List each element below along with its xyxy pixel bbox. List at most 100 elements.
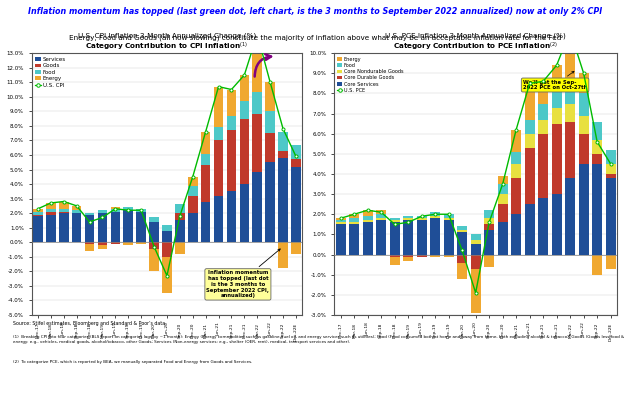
Bar [565,121,575,178]
Bar [278,151,288,158]
Bar [278,132,288,151]
Text: Inflation momentum
has topped (last dot
is the 3 months to
September 2022 CPI,
a: Inflation momentum has topped (last dot … [207,249,280,299]
Bar [376,220,386,254]
Bar [278,242,288,268]
Bar [33,209,43,212]
Bar [444,214,454,218]
Bar [457,230,467,232]
Bar [471,245,481,254]
Bar [511,130,521,152]
Bar [214,87,224,127]
Bar [214,196,224,242]
Bar [565,103,575,121]
Bar [511,164,521,178]
Bar [578,164,588,254]
Bar [214,127,224,140]
Bar [349,222,359,224]
Bar [605,178,616,254]
Text: Inflation momentum has topped (last green dot, left chart, is the 3 months to Se: Inflation momentum has topped (last gree… [28,7,602,16]
Bar [538,134,548,198]
Bar [123,242,133,245]
Bar [227,116,236,130]
Bar [552,108,562,124]
Bar [59,209,69,212]
Bar [376,210,386,214]
Bar [538,198,548,254]
Bar [162,257,172,293]
Bar [110,209,120,212]
Bar [605,174,616,178]
Bar [349,214,359,218]
Bar [498,184,508,194]
Bar [149,218,159,222]
Bar [175,213,185,220]
Bar [538,119,548,134]
Bar [201,153,210,165]
Bar [389,222,399,254]
Bar [46,209,55,212]
Bar [201,132,210,153]
Text: Energy, Food and Goods (all now slowing) constitute the majority of inflation ab: Energy, Food and Goods (all now slowing)… [69,34,561,41]
Bar [227,130,236,191]
Bar [389,254,399,256]
Bar [484,210,494,218]
Bar [265,111,275,133]
Bar [291,166,301,242]
Bar [72,210,81,213]
Bar [498,222,508,254]
Bar [162,242,172,257]
Bar [376,214,386,218]
Bar [525,83,535,119]
Bar [592,254,602,275]
Bar [471,269,481,313]
Title: U.S. PCE Inflation 3-Month Annualized Change (%)
$\bf{Category\ Contribution\ to: U.S. PCE Inflation 3-Month Annualized Ch… [386,33,566,53]
Bar [389,218,399,220]
Bar [239,101,249,119]
Bar [471,254,481,269]
Legend: Services, Goods, Food, Energy, U.S. CPI: Services, Goods, Food, Energy, U.S. CPI [34,56,67,89]
Bar [457,254,467,263]
Bar [136,212,146,242]
Bar [403,218,413,220]
Bar [46,203,55,209]
Bar [538,81,548,103]
Bar [291,145,301,160]
Bar [403,220,413,254]
Bar [336,218,346,220]
Legend: Energy, Food, Core Nondurable Goods, Core Durable Goods, Core Services, U.S. PCE: Energy, Food, Core Nondurable Goods, Cor… [336,56,404,94]
Bar [59,212,69,213]
Bar [416,216,427,218]
Bar [605,164,616,174]
Bar [136,209,146,212]
Bar [403,254,413,256]
Bar [525,204,535,254]
Bar [33,216,43,242]
Bar [162,231,172,242]
Bar [98,242,107,245]
Bar [363,216,373,220]
Bar [253,34,262,92]
Bar [471,234,481,240]
Text: (2)  To categorize PCE, which is reported by BEA, we manually separated Food and: (2) To categorize PCE, which is reported… [13,360,252,364]
Bar [33,215,43,216]
Bar [59,202,69,209]
Bar [403,216,413,218]
Bar [349,224,359,254]
Bar [227,191,236,242]
Bar [430,216,440,218]
Bar [46,215,55,242]
Bar [363,220,373,222]
Bar [592,154,602,164]
Bar [605,150,616,164]
Bar [376,218,386,220]
Bar [175,204,185,213]
Bar [444,218,454,220]
Bar [188,186,198,196]
Bar [46,212,55,215]
Bar [525,148,535,204]
Bar [239,184,249,242]
Bar [578,134,588,164]
Bar [471,240,481,245]
Bar [72,206,81,210]
Bar [389,220,399,222]
